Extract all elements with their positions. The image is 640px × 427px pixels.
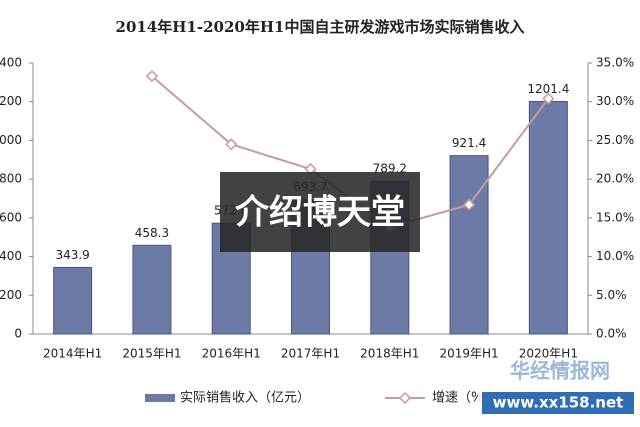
- y-tick-label: 1200: [0, 94, 22, 108]
- x-tick-label: 2018年H1: [360, 347, 419, 361]
- legend-marker: [398, 391, 412, 405]
- growth-marker: [463, 198, 476, 211]
- bar: [53, 266, 93, 335]
- y-tick-label: 800: [0, 172, 22, 186]
- growth-marker: [542, 92, 555, 105]
- x-tick-label: 2016年H1: [202, 347, 261, 361]
- x-tick-label: 2019年H1: [439, 347, 498, 361]
- y-tick-label: 400: [0, 249, 22, 263]
- watermark-box: [220, 172, 420, 252]
- bar: [132, 244, 172, 335]
- y2-tick-label: 25.0%: [596, 133, 634, 147]
- growth-marker: [225, 138, 238, 151]
- y-tick-label: 600: [0, 210, 22, 224]
- y2-tick-label: 0.0%: [596, 327, 627, 341]
- y2-tick-label: 10.0%: [596, 249, 634, 263]
- y2-tick-label: 15.0%: [596, 210, 634, 224]
- y-tick-label: 1000: [0, 133, 22, 147]
- chart-title: 2014年H1-2020年H1中国自主研发游戏市场实际销售收入: [116, 18, 525, 36]
- bar: [528, 100, 568, 335]
- y2-tick-label: 35.0%: [596, 56, 634, 70]
- x-tick-label: 2014年H1: [43, 347, 102, 361]
- y2-tick-label: 5.0%: [596, 288, 627, 302]
- bar: [449, 155, 489, 335]
- data-label: 1201.4: [527, 82, 569, 96]
- legend-swatch: [145, 394, 175, 402]
- watermark: 介绍博天堂: [235, 193, 405, 233]
- x-tick-label: 2017年H1: [281, 347, 340, 361]
- y-tick-label: 1400: [0, 56, 22, 70]
- logo: 华经情报网: [510, 359, 610, 383]
- x-tick-label: 2015年H1: [122, 347, 181, 361]
- data-label: 343.9: [55, 248, 89, 262]
- y-tick-label: 0: [14, 327, 22, 341]
- url: www.xx158.net: [493, 394, 624, 412]
- y2-tick-label: 20.0%: [596, 172, 634, 186]
- x-tick-label: 2020年H1: [519, 347, 578, 361]
- growth-marker: [145, 70, 158, 83]
- data-label: 458.3: [135, 226, 169, 240]
- y-tick-label: 200: [0, 288, 22, 302]
- legend-label: 实际销售收入（亿元）: [180, 390, 310, 406]
- url-box: [482, 392, 634, 414]
- data-label: 921.4: [452, 136, 486, 150]
- y2-tick-label: 30.0%: [596, 94, 634, 108]
